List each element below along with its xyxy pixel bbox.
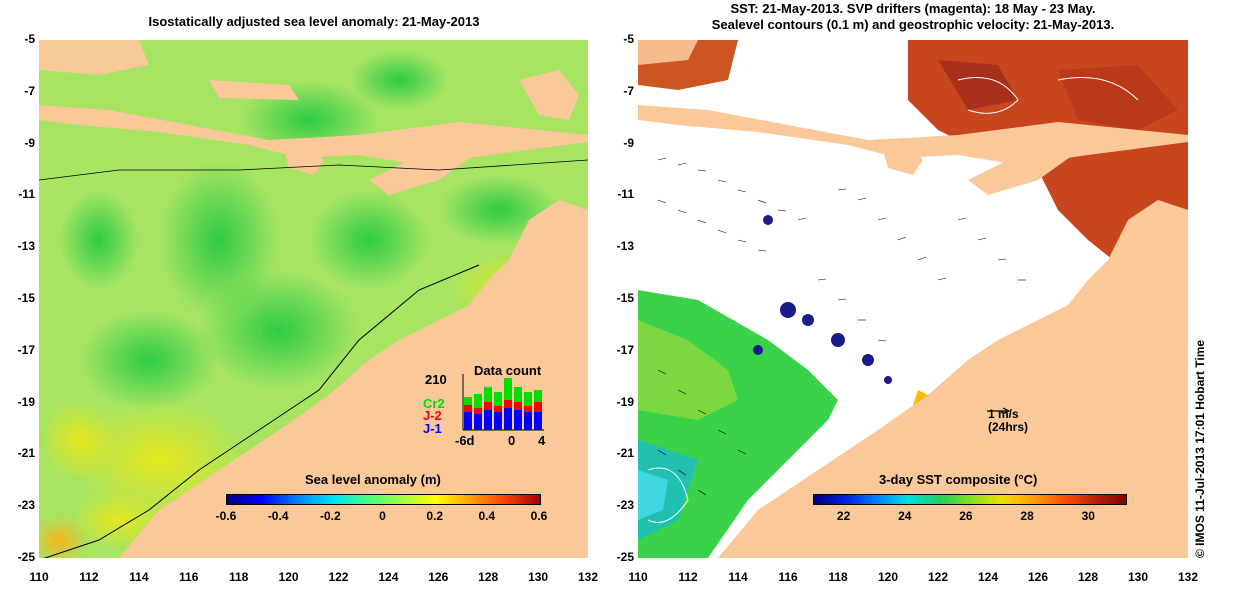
- velocity-scale-duration: (24hrs): [988, 420, 1029, 434]
- right-lon-tick: 116: [778, 570, 798, 584]
- right-lat-tick: -11: [617, 187, 634, 202]
- left-lat-tick: -11: [18, 187, 35, 202]
- inset-mission-j2: J-2: [423, 408, 442, 423]
- left-lat-tick: -19: [17, 394, 35, 409]
- sla-colorbar-tick: 0.2: [426, 509, 443, 523]
- left-lat-tick: -17: [17, 342, 35, 357]
- sst-colorbar-tick: 24: [898, 509, 912, 523]
- right-lat-tick: -15: [616, 291, 634, 305]
- right-lon-tick: 112: [678, 570, 698, 584]
- left-lon-tick: 132: [577, 570, 599, 584]
- left-lon-tick: 124: [378, 570, 399, 584]
- right-lon-tick: 132: [1177, 570, 1199, 584]
- left-lon-tick: 116: [179, 570, 199, 584]
- copyright-footer: © IMOS 11-Jul-2013 17:01 Hobart Time: [1193, 339, 1207, 558]
- inset-mission-j1: J-1: [423, 421, 442, 436]
- sst-colorbar-tick: 30: [1081, 509, 1095, 523]
- left-lon-tick: 122: [328, 570, 349, 584]
- sla-colorbar-tick: 0.6: [530, 509, 548, 523]
- left-lat-tick: -7: [24, 83, 35, 98]
- right-lat-tick: -25: [616, 550, 634, 564]
- left-lon-tick: 118: [228, 570, 249, 584]
- right-lon-tick: 120: [877, 570, 899, 584]
- sla-colorbar-tick: -0.6: [215, 509, 237, 523]
- right-lat-tick: -23: [616, 498, 634, 513]
- left-lat-tick: -5: [24, 32, 35, 46]
- sst-colorbar-tick: 22: [836, 509, 851, 523]
- left-lon-tick: 114: [129, 570, 149, 584]
- left-lon-tick: 128: [478, 570, 499, 584]
- sla-colorbar-tick: -0.2: [319, 509, 341, 523]
- left-lon-tick: 120: [278, 570, 299, 584]
- sst-colorbar-title: 3-day SST composite (°C): [879, 472, 1038, 487]
- inset-bar-chart: [462, 372, 546, 432]
- left-lon-tick: 110: [29, 570, 49, 584]
- right-lon-tick: 110: [628, 570, 648, 584]
- right-lon-tick: 126: [1027, 570, 1049, 584]
- right-panel-title-line1: SST: 21-May-2013. SVP drifters (magenta)…: [730, 1, 1096, 16]
- inset-xtick-start: -6d: [455, 433, 475, 448]
- left-lat-tick: -25: [17, 550, 35, 564]
- left-lon-tick: 126: [428, 570, 449, 584]
- sla-colorbar: [226, 494, 541, 505]
- sla-colorbar-tick: 0: [379, 509, 386, 523]
- right-lat-tick: -21: [616, 446, 634, 461]
- sst-colorbar-tick: 28: [1020, 509, 1034, 523]
- left-lat-tick: -21: [17, 446, 35, 461]
- right-lat-tick: -9: [623, 135, 634, 150]
- left-lat-tick: -9: [24, 135, 35, 150]
- right-lon-tick: 122: [927, 570, 949, 584]
- inset-xtick-end: 4: [538, 433, 546, 448]
- sla-colorbar-title: Sea level anomaly (m): [305, 472, 441, 487]
- right-lon-tick: 130: [1127, 570, 1149, 584]
- right-lat-tick: -5: [623, 32, 634, 46]
- inset-mission-cr2: Cr2: [423, 396, 445, 411]
- velocity-scale-label: 1 m/s: [988, 407, 1019, 421]
- right-lon-tick: 128: [1077, 570, 1099, 584]
- sla-colorbar-tick: -0.4: [267, 509, 289, 523]
- sea-level-anomaly-map: [29, 40, 589, 565]
- left-lat-tick: -15: [17, 291, 35, 305]
- left-panel-title: Isostatically adjusted sea level anomaly…: [148, 14, 480, 29]
- sst-colorbar: [813, 494, 1127, 505]
- sst-map: [638, 40, 1188, 558]
- right-lat-tick: -19: [616, 394, 634, 409]
- left-lon-tick: 130: [528, 570, 549, 584]
- inset-title: Data count: [474, 363, 542, 378]
- right-panel-title-line2: Sealevel contours (0.1 m) and geostrophi…: [711, 17, 1115, 32]
- inset-xtick-zero: 0: [508, 433, 516, 448]
- left-lat-tick: -13: [17, 239, 35, 254]
- left-lon-tick: 112: [79, 570, 99, 584]
- left-lat-tick: -23: [17, 498, 35, 513]
- inset-max-count: 210: [425, 372, 447, 387]
- velocity-scale-arrow: [987, 402, 1011, 420]
- right-lon-tick: 118: [828, 570, 848, 584]
- right-lat-tick: -17: [616, 342, 634, 357]
- right-lat-tick: -7: [623, 83, 634, 98]
- sst-colorbar-tick: 26: [959, 509, 973, 523]
- right-lat-tick: -13: [616, 239, 634, 254]
- sla-colorbar-tick: 0.4: [478, 509, 496, 523]
- right-lon-tick: 124: [977, 570, 999, 584]
- right-lon-tick: 114: [728, 570, 748, 584]
